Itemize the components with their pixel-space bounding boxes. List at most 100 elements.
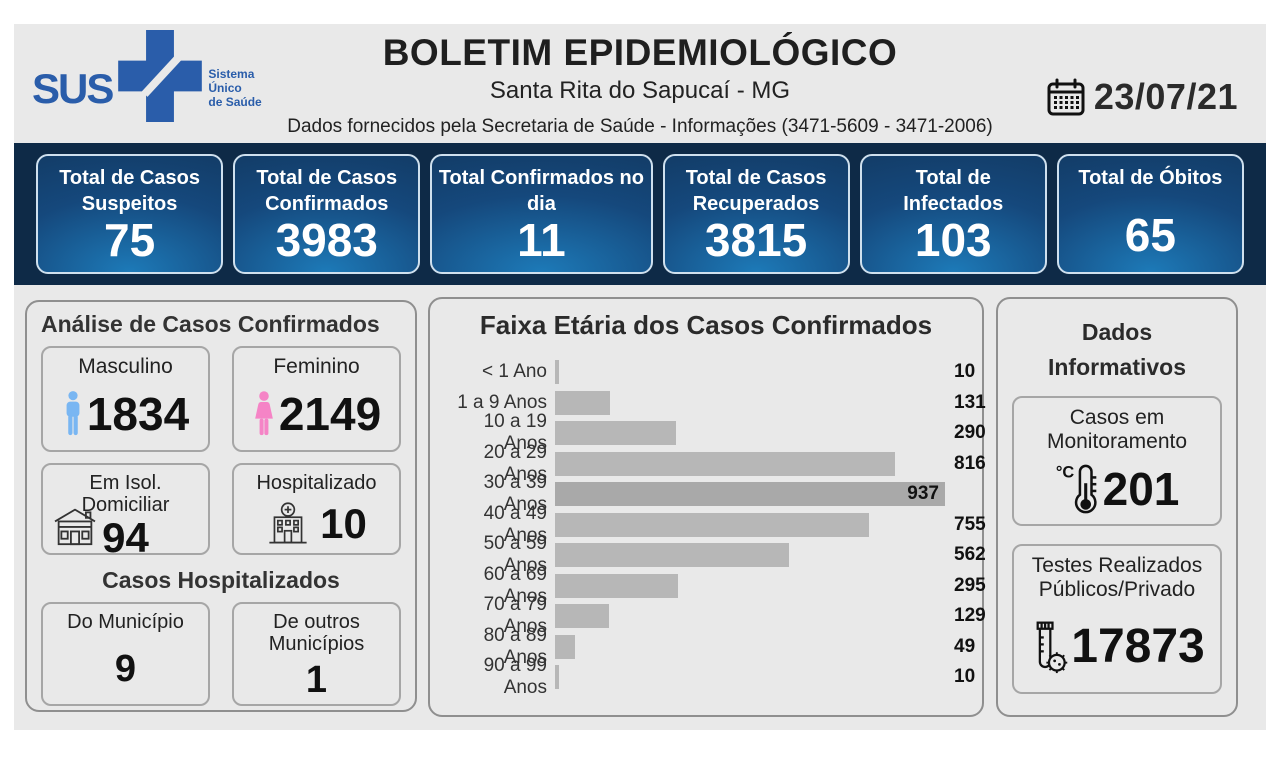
chart-track xyxy=(555,360,945,385)
chart-value-label: 816 xyxy=(954,452,986,474)
chart-track xyxy=(555,512,945,537)
calendar-icon xyxy=(1046,77,1086,117)
chart-category-label: 70 a 79 Anos xyxy=(483,594,547,638)
chart-track xyxy=(555,451,945,476)
summary-card-value: 65 xyxy=(1124,209,1176,261)
monitoring-card: Casos em Monitoramento °C xyxy=(1012,396,1222,526)
monitoring-label: Casos em Monitoramento xyxy=(1046,406,1188,453)
chart-row: 80 a 89 Anos 49 xyxy=(438,625,982,668)
chart-bar xyxy=(555,573,678,598)
chart-category-label: 40 a 49 Anos xyxy=(483,502,547,546)
municipality-card: Do Município 9 xyxy=(41,602,210,706)
chart-row: 40 a 49 Anos 755 xyxy=(438,503,986,546)
chart-row: < 1 Ano 10 xyxy=(438,357,982,388)
chart-bar xyxy=(555,421,676,446)
panels: Análise de Casos Confirmados Masculino xyxy=(14,297,1266,717)
other-municipalities-label: De outros Municípios xyxy=(268,611,365,656)
tests-label: Testes Realizados Públicos/Privado xyxy=(1031,554,1203,601)
header-titles: BOLETIM EPIDEMIOLÓGICO Santa Rita do Sap… xyxy=(134,24,1146,105)
chart-value-label: 755 xyxy=(954,513,986,535)
summary-card: Total de Casos Recuperados 3815 xyxy=(662,154,850,274)
municipality-label: Do Município xyxy=(67,611,184,633)
summary-card-label: Total de Casos Confirmados xyxy=(256,167,398,215)
dashboard: SUS Sistema Único de Saúde BOLETIM EPIDEMI… xyxy=(14,24,1266,730)
chart-bar xyxy=(555,665,560,690)
chart-row: 1 a 9 Anos 131 xyxy=(438,388,986,419)
chart-category-label: < 1 Ano xyxy=(482,361,547,383)
chart-row: 50 a 59 Anos 562 xyxy=(438,533,986,576)
info-panel-title: Dados Informativos xyxy=(1047,319,1187,380)
tests-value: 17873 xyxy=(1071,619,1205,673)
female-label: Feminino xyxy=(273,355,360,378)
chart-title: Faixa Etária dos Casos Confirmados xyxy=(479,310,933,340)
summary-card: Total Confirmados no dia 11 xyxy=(430,154,653,274)
sus-logo-subtitle: Sistema Único de Saúde xyxy=(208,67,262,109)
chart-track xyxy=(555,665,945,690)
header: SUS Sistema Único de Saúde BOLETIM EPIDEMI… xyxy=(14,24,1266,143)
chart-bar xyxy=(555,360,560,385)
summary-card-label: Total de Óbitos xyxy=(1078,167,1223,189)
age-chart: < 1 Ano 10 1 a 9 Anos 131 10 a 19 Anos 290 20 … xyxy=(430,357,986,698)
chart-bar xyxy=(555,451,895,476)
info-line: Dados fornecidos pela Secretaria de Saúd… xyxy=(287,116,993,137)
male-label: Masculino xyxy=(78,355,173,378)
chart-category-label: 80 a 89 Anos xyxy=(483,624,547,668)
chart-track xyxy=(555,604,945,629)
male-value: 1834 xyxy=(86,388,190,441)
summary-card-value: 3815 xyxy=(704,214,808,266)
hospitalized-section-title: Casos Hospitalizados xyxy=(102,567,340,593)
chart-bar xyxy=(555,604,609,629)
chart-track xyxy=(555,421,945,446)
female-card: Feminino 2149 xyxy=(232,346,401,452)
chart-category-label: 10 a 19 Anos xyxy=(483,411,547,455)
summary-card-value: 11 xyxy=(517,214,566,266)
sus-logo: SUS Sistema Único de Saúde xyxy=(32,30,262,122)
chart-category-label: 20 a 29 Anos xyxy=(483,441,547,485)
summary-card: Total de Infectados 103 xyxy=(859,154,1047,274)
chart-bar xyxy=(555,512,870,537)
analysis-title: Análise de Casos Confirmados xyxy=(41,311,380,337)
report-date: 23/07/21 xyxy=(1093,76,1238,117)
chart-value-label: 290 xyxy=(954,422,986,444)
test-tube-icon xyxy=(1029,619,1069,675)
summary-card: Total de Casos Suspeitos 75 xyxy=(36,154,224,274)
chart-track xyxy=(555,390,945,415)
hospitalized-card: Hospitalizado xyxy=(232,463,401,555)
chart-category-label: 30 a 39 Anos xyxy=(483,472,547,516)
hospitalized-value: 10 xyxy=(320,499,367,547)
summary-card-value: 103 xyxy=(914,214,992,266)
municipality-cards: Do Município 9 De outros Municípios 1 xyxy=(27,602,415,706)
isolation-card: Em Isol. Domiciliar xyxy=(41,463,210,558)
chart-value-label: 562 xyxy=(954,544,986,566)
female-icon xyxy=(252,391,276,437)
summary-card: Total de Casos Confirmados 3983 xyxy=(233,154,421,274)
chart-category-label: 90 a 99 Anos xyxy=(483,655,547,699)
thermometer-icon: °C xyxy=(1055,462,1101,516)
chart-value-label: 10 xyxy=(954,666,976,688)
hospitalized-label: Hospitalizado xyxy=(256,472,377,494)
chart-row: 90 a 99 Anos 10 xyxy=(438,655,982,698)
chart-bar xyxy=(555,482,945,507)
summary-card-label: Total de Casos Recuperados xyxy=(685,167,827,215)
summary-card-label: Total Confirmados no dia xyxy=(438,167,644,215)
chart-category-label: 60 a 69 Anos xyxy=(483,563,547,607)
municipality-value: 9 xyxy=(114,647,137,690)
chart-value-label: 131 xyxy=(954,391,986,413)
chart-track: 937 xyxy=(555,482,945,507)
page-title: BOLETIM EPIDEMIOLÓGICO xyxy=(382,32,898,73)
chart-row: 20 a 29 Anos 816 xyxy=(438,442,986,485)
hospital-icon xyxy=(266,502,310,546)
sus-cross-icon xyxy=(118,30,203,122)
male-icon xyxy=(62,391,84,437)
chart-row: 70 a 79 Anos 129 xyxy=(438,594,986,637)
male-card: Masculino 1834 xyxy=(41,346,210,452)
female-value: 2149 xyxy=(278,388,382,441)
other-municipalities-card: De outros Municípios 1 xyxy=(232,602,401,706)
chart-row: 60 a 69 Anos 295 xyxy=(438,564,986,607)
chart-value-label: 129 xyxy=(954,605,986,627)
chart-track xyxy=(555,543,945,568)
summary-card-label: Total de Infectados xyxy=(903,167,1004,215)
analysis-panel: Análise de Casos Confirmados Masculino xyxy=(25,300,417,712)
chart-value-label: 295 xyxy=(954,574,986,596)
